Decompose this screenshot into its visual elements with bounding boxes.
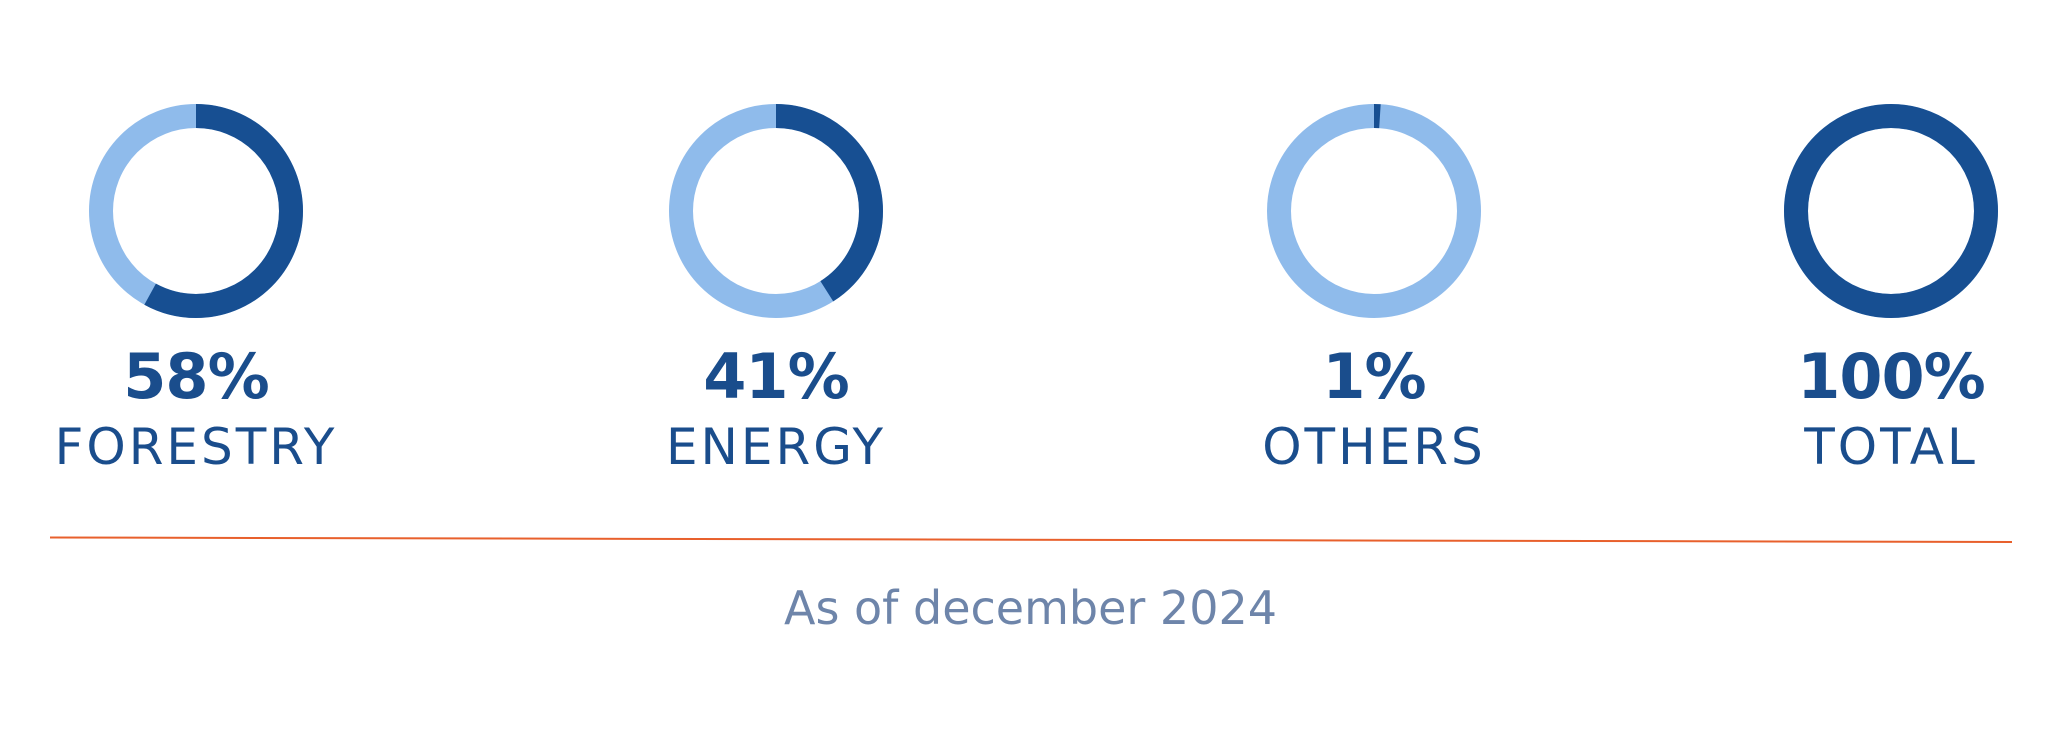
percent-forestry: 58% [123,340,269,413]
donut-energy: 41% ENERGY [626,104,926,476]
percent-others: 1% [1322,340,1426,413]
percent-total: 100% [1797,340,1986,413]
category-forestry: FORESTRY [54,418,338,476]
footnote-date: As of december 2024 [783,581,1278,635]
divider-stroke [50,536,2012,543]
donut-arc-total [1784,104,1998,318]
donut-others: 1% OTHERS [1224,104,1524,476]
donut-chart-total [1784,104,1998,318]
donut-remainder-others [1267,104,1481,318]
percent-energy: 41% [703,340,849,413]
donut-arc-others [1267,104,1481,318]
donut-chart-forestry [89,104,303,318]
category-energy: ENERGY [665,418,887,476]
donut-arc-energy [669,104,883,318]
donut-total: 100% TOTAL [1741,104,2041,476]
category-total: TOTAL [1804,418,1978,476]
donut-arc-forestry [89,104,303,318]
category-others: OTHERS [1262,418,1486,476]
donut-forestry: 58% FORESTRY [46,104,346,476]
donut-chart-energy [669,104,883,318]
donut-chart-others [1267,104,1481,318]
divider-line [50,536,2012,543]
